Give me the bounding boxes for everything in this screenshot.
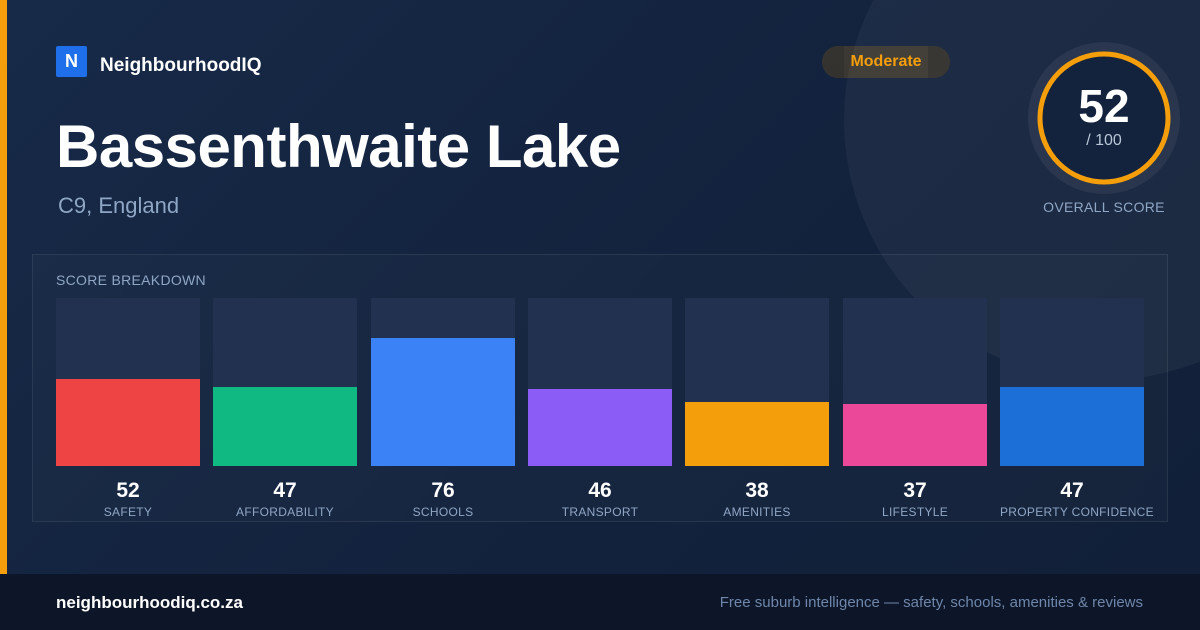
breakdown-item-amenities: 38 AMENITIES bbox=[685, 298, 829, 519]
bar-fill bbox=[843, 404, 987, 466]
breakdown-item-affordability: 47 AFFORDABILITY bbox=[213, 298, 357, 519]
brand-logo-icon: N bbox=[56, 46, 87, 77]
bar-value: 38 bbox=[745, 479, 769, 502]
page-title: Bassenthwaite Lake bbox=[56, 113, 621, 180]
bar-value: 46 bbox=[588, 479, 612, 502]
location-subtitle: C9, England bbox=[58, 193, 180, 218]
brand-name: NeighbourhoodIQ bbox=[100, 54, 262, 76]
bar-fill bbox=[528, 389, 672, 466]
bar-fill bbox=[685, 402, 829, 466]
footer-domain-link[interactable]: neighbourhoodiq.co.za bbox=[56, 593, 243, 612]
bar-label: AMENITIES bbox=[723, 505, 791, 519]
breakdown-item-safety: 52 SAFETY bbox=[56, 298, 200, 519]
bar-track bbox=[213, 298, 357, 466]
footer-tagline: Free suburb intelligence — safety, schoo… bbox=[719, 594, 1143, 611]
bar-value: 52 bbox=[116, 479, 140, 502]
footer: neighbourhoodiq.co.za Free suburb intell… bbox=[0, 574, 1200, 630]
bar-track bbox=[371, 298, 515, 466]
bar-track bbox=[528, 298, 672, 466]
brand[interactable]: N NeighbourhoodIQ bbox=[56, 46, 261, 77]
share-card: N NeighbourhoodIQ Bassenthwaite Lake C9,… bbox=[0, 0, 1200, 574]
bar-track bbox=[1000, 298, 1144, 466]
bar-label: SCHOOLS bbox=[412, 505, 474, 519]
bar-fill bbox=[213, 387, 357, 466]
bar-track bbox=[843, 298, 987, 466]
bar-fill bbox=[1000, 387, 1144, 466]
bar-label: AFFORDABILITY bbox=[236, 505, 334, 519]
bar-label: LIFESTYLE bbox=[881, 505, 949, 519]
breakdown-item-transport: 46 TRANSPORT bbox=[528, 298, 672, 519]
bar-track bbox=[685, 298, 829, 466]
bar-value: 76 bbox=[431, 479, 455, 502]
accent-bar bbox=[0, 0, 7, 574]
bar-value: 37 bbox=[903, 479, 927, 502]
bar-track bbox=[56, 298, 200, 466]
bar-fill bbox=[371, 338, 515, 466]
breakdown-item-lifestyle: 37 LIFESTYLE bbox=[843, 298, 987, 519]
rating-badge: Moderate bbox=[822, 46, 950, 78]
bar-label: PROPERTY CONFIDENCE bbox=[1000, 505, 1154, 519]
breakdown-item-schools: 76 SCHOOLS bbox=[371, 298, 515, 519]
overall-score-ring: 52 / 100 bbox=[1028, 42, 1180, 194]
bar-value: 47 bbox=[273, 479, 297, 502]
bar-value: 47 bbox=[1060, 479, 1084, 502]
bar-fill bbox=[56, 379, 200, 466]
breakdown-title: SCORE BREAKDOWN bbox=[56, 272, 206, 288]
score-breakdown-panel: SCORE BREAKDOWN 52 SAFETY 47 AFFORDABILITY 7… bbox=[32, 254, 1168, 522]
breakdown-item-property-confidence: 47 PROPERTY CONFIDENCE bbox=[1000, 298, 1154, 519]
overall-score-value: 52 bbox=[1078, 80, 1130, 132]
bar-label: TRANSPORT bbox=[561, 505, 639, 519]
overall-score-label: OVERALL SCORE bbox=[1043, 199, 1165, 215]
overall-score-max: / 100 bbox=[1086, 132, 1122, 149]
score-ring-graphic bbox=[1028, 42, 1180, 194]
bar-label: SAFETY bbox=[103, 505, 153, 519]
